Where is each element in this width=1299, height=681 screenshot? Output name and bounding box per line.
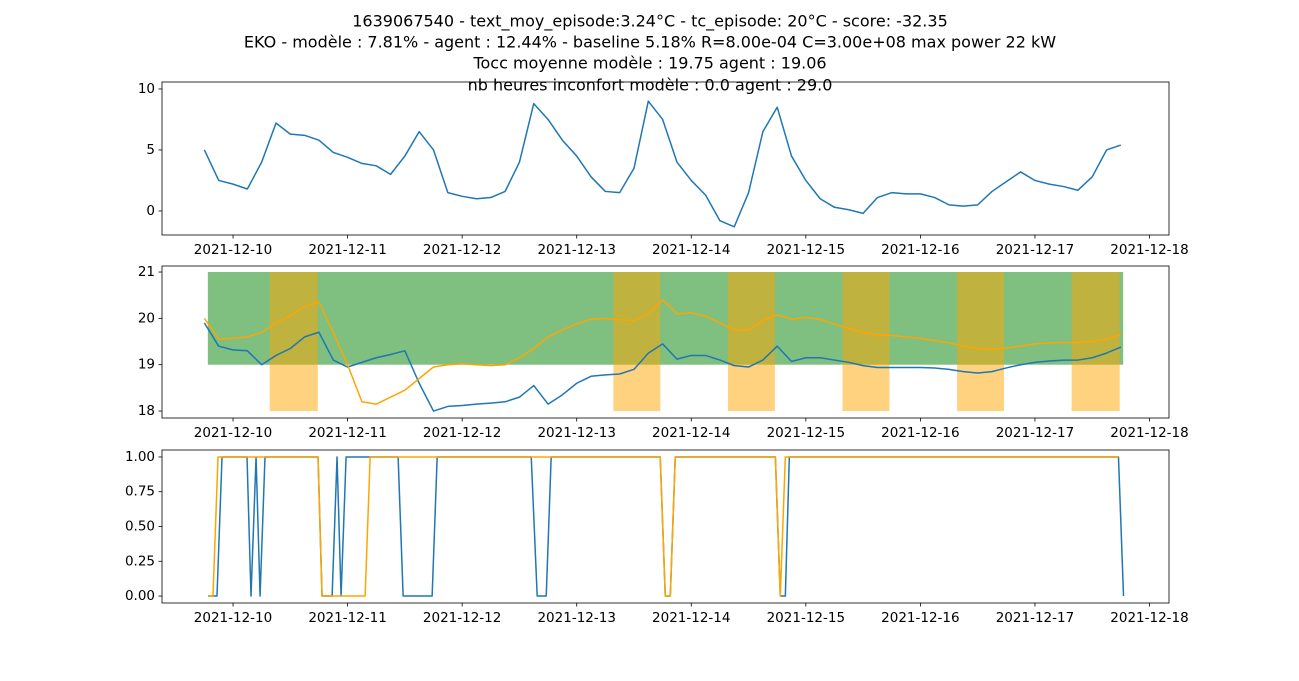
x-tick-label: 2021-12-10 <box>194 242 272 258</box>
figure-title: nb heures inconfort modèle : 0.0 agent :… <box>468 76 833 95</box>
y-tick-label: 19 <box>138 357 155 373</box>
x-tick-label: 2021-12-17 <box>996 610 1074 626</box>
band <box>613 272 661 412</box>
band <box>957 272 1005 412</box>
x-tick-label: 2021-12-18 <box>1110 610 1188 626</box>
y-tick-label: 0.25 <box>125 553 155 569</box>
x-tick-label: 2021-12-15 <box>767 610 845 626</box>
x-tick-label: 2021-12-11 <box>308 610 386 626</box>
x-tick-label: 2021-12-13 <box>537 425 615 441</box>
axes-frame <box>161 449 1170 604</box>
y-tick-label: 0.50 <box>125 519 155 535</box>
x-tick-label: 2021-12-10 <box>194 610 272 626</box>
series-line <box>203 322 1122 412</box>
figure-title: 1639067540 - text_moy_episode:3.24°C - t… <box>352 12 948 32</box>
x-tick-label: 2021-12-14 <box>652 425 730 441</box>
x-tick-label: 2021-12-14 <box>652 610 730 626</box>
band <box>269 272 318 412</box>
x-tick-label: 2021-12-14 <box>652 242 730 258</box>
axes-frame <box>161 81 1170 236</box>
x-tick-label: 2021-12-10 <box>194 425 272 441</box>
x-tick-label: 2021-12-15 <box>767 425 845 441</box>
band <box>842 272 890 412</box>
x-tick-label: 2021-12-18 <box>1110 242 1188 258</box>
series-line <box>203 299 1122 405</box>
x-tick-label: 2021-12-16 <box>881 610 959 626</box>
x-tick-label: 2021-12-17 <box>996 242 1074 258</box>
y-tick-label: 21 <box>138 264 155 280</box>
x-tick-label: 2021-12-13 <box>537 242 615 258</box>
x-tick-label: 2021-12-17 <box>996 425 1074 441</box>
band <box>727 272 775 412</box>
y-tick-label: 0.75 <box>125 484 155 500</box>
y-tick-label: 1.00 <box>125 449 155 465</box>
y-tick-label: 0 <box>146 203 155 219</box>
y-tick-label: 10 <box>138 81 155 97</box>
series-line <box>208 456 1119 597</box>
x-tick-label: 2021-12-13 <box>537 610 615 626</box>
x-tick-label: 2021-12-11 <box>308 425 386 441</box>
y-tick-label: 20 <box>138 310 155 326</box>
series-line <box>203 100 1122 228</box>
axes-frame <box>161 265 1170 419</box>
x-tick-label: 2021-12-11 <box>308 242 386 258</box>
x-tick-label: 2021-12-12 <box>423 425 501 441</box>
y-tick-label: 18 <box>138 403 155 419</box>
y-tick-label: 0.00 <box>125 588 155 604</box>
x-tick-label: 2021-12-18 <box>1110 425 1188 441</box>
figure-title: EKO - modèle : 7.81% - agent : 12.44% - … <box>244 33 1056 52</box>
y-tick-label: 5 <box>146 142 155 158</box>
x-tick-label: 2021-12-12 <box>423 610 501 626</box>
x-tick-label: 2021-12-12 <box>423 242 501 258</box>
figure-title: Tocc moyenne modèle : 19.75 agent : 19.0… <box>472 54 826 73</box>
series-line <box>208 456 1125 597</box>
x-tick-label: 2021-12-16 <box>881 242 959 258</box>
x-tick-label: 2021-12-16 <box>881 425 959 441</box>
x-tick-label: 2021-12-15 <box>767 242 845 258</box>
